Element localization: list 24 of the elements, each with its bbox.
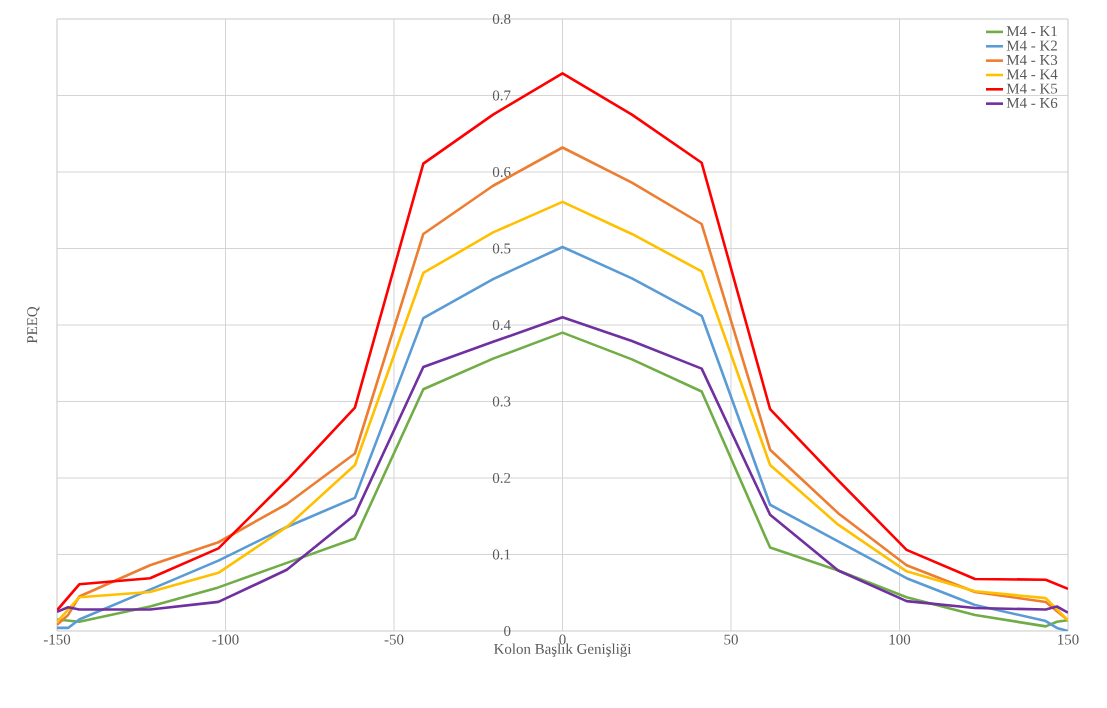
y-tick-label: 0.7 <box>492 90 511 101</box>
legend-label: M4 - K1 <box>1006 26 1057 37</box>
y-tick-label: 0.4 <box>492 319 511 331</box>
x-tick-label: -100 <box>212 634 239 645</box>
legend-label: M4 - K6 <box>1006 97 1058 108</box>
y-tick-label: 0 <box>504 625 511 637</box>
y-axis-title: PEEQ <box>27 306 40 344</box>
x-tick-label: -150 <box>43 634 71 645</box>
x-tick-label: 150 <box>1058 634 1079 645</box>
x-tick-label: 100 <box>889 634 911 645</box>
y-tick-label: 0.8 <box>492 13 511 25</box>
legend-label: M4 - K2 <box>1006 40 1057 51</box>
y-tick-label: 0.6 <box>492 166 511 178</box>
x-tick-label: 0 <box>559 634 566 645</box>
y-tick-label: 0.1 <box>492 549 511 560</box>
x-tick-label: 50 <box>724 634 738 645</box>
legend-label: M4 - K5 <box>1006 83 1058 94</box>
y-tick-label: 0.5 <box>492 243 511 254</box>
legend-label: M4 - K4 <box>1006 69 1058 80</box>
y-tick-label: 0.2 <box>492 472 511 484</box>
x-axis-title: Kolon Başlık Genişliği <box>494 643 632 658</box>
x-tick-label: -50 <box>384 634 404 645</box>
y-tick-label: 0.3 <box>492 396 511 407</box>
legend-label: M4 - K3 <box>1006 54 1058 65</box>
